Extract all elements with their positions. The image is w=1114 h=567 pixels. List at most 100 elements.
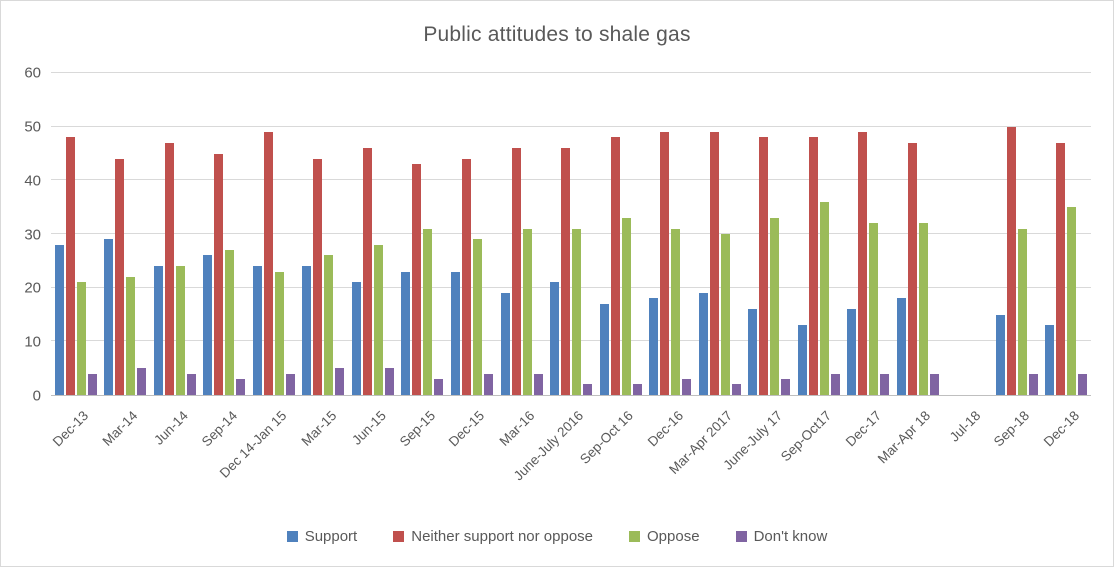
bar xyxy=(847,309,857,395)
bar xyxy=(550,282,560,395)
bar xyxy=(302,266,312,395)
bar xyxy=(263,132,273,395)
bar xyxy=(682,378,692,395)
bar xyxy=(214,153,224,395)
bar xyxy=(412,164,422,395)
bar-group xyxy=(447,73,497,395)
bar-group xyxy=(844,73,894,395)
x-axis-tick-label: Sep-14 xyxy=(198,408,240,450)
bar xyxy=(451,271,461,395)
bar xyxy=(137,368,147,395)
x-label-cell: Dec-15 xyxy=(446,400,497,512)
bar xyxy=(731,384,741,395)
bar xyxy=(1078,373,1088,395)
bar xyxy=(164,142,174,395)
bar xyxy=(533,373,543,395)
bar xyxy=(175,266,185,395)
plot-area xyxy=(51,72,1091,396)
bar xyxy=(929,373,939,395)
x-label-cell: Jul-18 xyxy=(943,400,993,512)
bar-group xyxy=(794,73,844,395)
bar xyxy=(462,158,472,395)
x-axis-tick-label: Mar-14 xyxy=(100,408,141,449)
bar xyxy=(858,132,868,395)
y-axis-labels: 0 10 20 30 40 50 60 xyxy=(1,65,41,405)
y-axis-tick-label: 20 xyxy=(24,279,41,297)
bar xyxy=(153,266,163,395)
bar xyxy=(770,217,780,395)
bar xyxy=(880,373,890,395)
x-axis-tick-label: Dec-18 xyxy=(1040,408,1082,450)
legend-label: Neither support nor oppose xyxy=(411,528,594,545)
bar xyxy=(918,223,928,395)
bar xyxy=(285,373,295,395)
bar xyxy=(632,384,642,395)
bar xyxy=(65,137,75,395)
x-label-cell: Mar-Apr 18 xyxy=(875,400,943,512)
y-axis-tick-label: 40 xyxy=(24,172,41,190)
bar xyxy=(572,228,582,395)
y-axis-tick-label: 50 xyxy=(24,118,41,136)
bar-group xyxy=(744,73,794,395)
bar xyxy=(434,378,444,395)
bar xyxy=(995,314,1005,395)
bar xyxy=(313,158,323,395)
bar-group xyxy=(299,73,349,395)
bar xyxy=(54,244,64,395)
bar xyxy=(808,137,818,395)
x-axis-tick-label: Dec-15 xyxy=(446,408,488,450)
bar xyxy=(1028,373,1038,395)
bar xyxy=(115,158,125,395)
bar xyxy=(599,303,609,395)
bar xyxy=(1006,126,1016,395)
bar xyxy=(423,228,433,395)
x-label-cell: Sep-18 xyxy=(991,400,1042,512)
bar-group xyxy=(992,73,1042,395)
x-label-cell: Mar-14 xyxy=(100,400,151,512)
x-axis-tick-label: Dec-16 xyxy=(644,408,686,450)
legend-item: Support xyxy=(286,528,357,545)
x-axis-tick-label: Dec-13 xyxy=(49,408,92,450)
bar-group xyxy=(200,73,250,395)
bar-group xyxy=(398,73,448,395)
gridline xyxy=(51,233,1091,234)
bar xyxy=(351,282,361,395)
bar xyxy=(1045,325,1055,395)
x-label-cell: Sep-Oct17 xyxy=(778,400,844,512)
bar xyxy=(907,142,917,395)
gridline xyxy=(51,72,1091,73)
bar xyxy=(76,282,86,395)
legend-swatch xyxy=(286,531,298,542)
x-axis-labels: Dec-13 Mar-14 Jun-14 Sep-14 Dec 14-Jan 15 Mar… xyxy=(49,400,1091,512)
gridline xyxy=(51,340,1091,342)
bar xyxy=(709,132,719,395)
bar-group xyxy=(893,73,943,395)
x-label-cell: Mar-15 xyxy=(298,400,349,512)
bar xyxy=(511,148,521,395)
bar xyxy=(362,148,372,395)
bar xyxy=(797,325,807,395)
bar xyxy=(324,255,334,395)
bar-group xyxy=(943,73,993,395)
bar xyxy=(373,244,383,395)
bar xyxy=(698,293,708,395)
bar xyxy=(1056,142,1066,395)
gridline xyxy=(51,125,1091,127)
x-axis-tick-label: Jun-15 xyxy=(348,408,389,448)
bar-group xyxy=(150,73,200,395)
bar xyxy=(720,234,730,395)
x-label-cell: Jun-15 xyxy=(348,400,398,512)
bar xyxy=(869,223,879,395)
bar xyxy=(126,276,136,395)
bar xyxy=(186,373,196,395)
bar-group xyxy=(695,73,745,395)
bar xyxy=(781,378,791,395)
bar xyxy=(610,137,620,395)
legend-swatch xyxy=(629,531,641,542)
bar xyxy=(896,298,906,395)
bar xyxy=(335,368,345,395)
bar xyxy=(1067,207,1077,395)
x-axis-tick-label: Sep-15 xyxy=(396,408,439,450)
bar xyxy=(660,132,670,395)
